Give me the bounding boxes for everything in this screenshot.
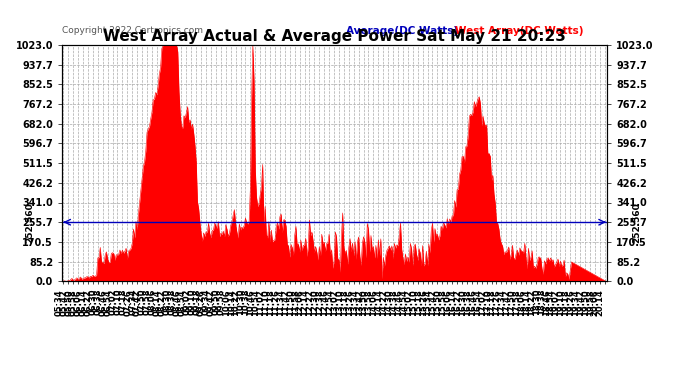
Text: West Array(DC Watts): West Array(DC Watts) <box>455 26 583 36</box>
Title: West Array Actual & Average Power Sat May 21 20:23: West Array Actual & Average Power Sat Ma… <box>104 29 566 44</box>
Text: 252.560: 252.560 <box>25 202 34 243</box>
Text: Average(DC Watts): Average(DC Watts) <box>346 26 457 36</box>
Text: 252.560: 252.560 <box>633 202 642 243</box>
Text: Copyright 2022 Cartronics.com: Copyright 2022 Cartronics.com <box>62 26 203 35</box>
